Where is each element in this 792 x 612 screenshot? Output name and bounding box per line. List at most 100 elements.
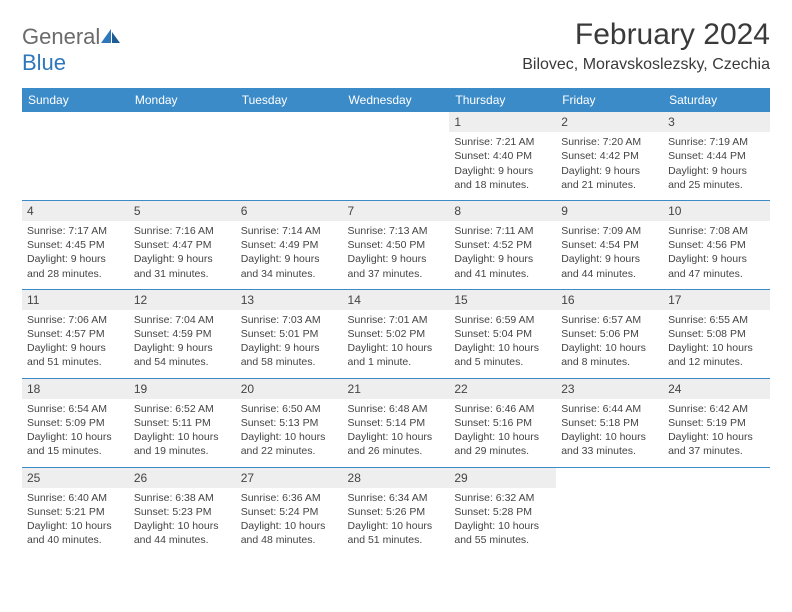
day-info: Sunrise: 6:42 AMSunset: 5:19 PMDaylight:…: [668, 402, 765, 459]
calendar-day: 26 Sunrise: 6:38 AMSunset: 5:23 PMDayligh…: [129, 468, 236, 556]
calendar-day: 16Sunrise: 6:57 AMSunset: 5:06 PMDayligh…: [556, 290, 663, 378]
calendar-day: 5 Sunrise: 7:16 AMSunset: 4:47 PMDaylight…: [129, 201, 236, 289]
day-info: Sunrise: 6:34 AMSunset: 5:26 PMDaylight:…: [348, 491, 445, 548]
day-number: 11: [22, 290, 129, 310]
day-info: Sunrise: 6:40 AMSunset: 5:21 PMDaylight:…: [27, 491, 124, 548]
calendar-day: 20 Sunrise: 6:50 AMSunset: 5:13 PMDayligh…: [236, 379, 343, 467]
day-info: Sunrise: 7:09 AMSunset: 4:54 PMDaylight:…: [561, 224, 658, 281]
calendar-day: 18 Sunrise: 6:54 AMSunset: 5:09 PMDayligh…: [22, 379, 129, 467]
day-number: 10: [663, 201, 770, 221]
day-number: 9: [556, 201, 663, 221]
calendar-day: 27 Sunrise: 6:36 AMSunset: 5:24 PMDayligh…: [236, 468, 343, 556]
day-info: Sunrise: 6:48 AMSunset: 5:14 PMDaylight:…: [348, 402, 445, 459]
weekday-header: Saturday: [663, 88, 770, 112]
calendar-day: 7 Sunrise: 7:13 AMSunset: 4:50 PMDaylight…: [343, 201, 450, 289]
day-info: Sunrise: 7:14 AMSunset: 4:49 PMDaylight:…: [241, 224, 338, 281]
calendar-day: 21 Sunrise: 6:48 AMSunset: 5:14 PMDayligh…: [343, 379, 450, 467]
calendar-day: 14 Sunrise: 7:01 AMSunset: 5:02 PMDayligh…: [343, 290, 450, 378]
weekday-header: Friday: [556, 88, 663, 112]
day-number: 6: [236, 201, 343, 221]
calendar-day: 1Sunrise: 7:21 AMSunset: 4:40 PMDaylight…: [449, 112, 556, 200]
day-number: 27: [236, 468, 343, 488]
calendar-week: 18 Sunrise: 6:54 AMSunset: 5:09 PMDayligh…: [22, 379, 770, 467]
day-number: 1: [449, 112, 556, 132]
day-number: 18: [22, 379, 129, 399]
calendar-day: 25 Sunrise: 6:40 AMSunset: 5:21 PMDayligh…: [22, 468, 129, 556]
day-number: 14: [343, 290, 450, 310]
day-info: Sunrise: 7:08 AMSunset: 4:56 PMDaylight:…: [668, 224, 765, 281]
day-info: Sunrise: 6:46 AMSunset: 5:16 PMDaylight:…: [454, 402, 551, 459]
calendar-day: [556, 468, 663, 556]
day-number: 26: [129, 468, 236, 488]
calendar-table: SundayMondayTuesdayWednesdayThursdayFrid…: [22, 88, 770, 555]
day-number: 13: [236, 290, 343, 310]
day-number: 17: [663, 290, 770, 310]
location: Bilovec, Moravskoslezsky, Czechia: [522, 56, 770, 74]
day-number: 16: [556, 290, 663, 310]
logo-blue: Blue: [22, 50, 66, 75]
day-info: Sunrise: 7:01 AMSunset: 5:02 PMDaylight:…: [348, 313, 445, 370]
day-info: Sunrise: 6:44 AMSunset: 5:18 PMDaylight:…: [561, 402, 658, 459]
day-number: 19: [129, 379, 236, 399]
calendar-week: 11 Sunrise: 7:06 AMSunset: 4:57 PMDayligh…: [22, 290, 770, 378]
day-number: 29: [449, 468, 556, 488]
calendar-day: [236, 112, 343, 200]
day-number: 28: [343, 468, 450, 488]
weekday-header: Tuesday: [236, 88, 343, 112]
day-number: 21: [343, 379, 450, 399]
day-info: Sunrise: 7:11 AMSunset: 4:52 PMDaylight:…: [454, 224, 551, 281]
day-info: Sunrise: 7:06 AMSunset: 4:57 PMDaylight:…: [27, 313, 124, 370]
calendar-week: 4Sunrise: 7:17 AMSunset: 4:45 PMDaylight…: [22, 201, 770, 289]
calendar-day: [663, 468, 770, 556]
calendar-day: 4Sunrise: 7:17 AMSunset: 4:45 PMDaylight…: [22, 201, 129, 289]
weekday-header: Thursday: [449, 88, 556, 112]
day-info: Sunrise: 7:19 AMSunset: 4:44 PMDaylight:…: [668, 135, 765, 192]
day-number: 8: [449, 201, 556, 221]
day-info: Sunrise: 6:36 AMSunset: 5:24 PMDaylight:…: [241, 491, 338, 548]
weekday-header: Monday: [129, 88, 236, 112]
day-info: Sunrise: 7:03 AMSunset: 5:01 PMDaylight:…: [241, 313, 338, 370]
day-number: 24: [663, 379, 770, 399]
calendar-day: 28 Sunrise: 6:34 AMSunset: 5:26 PMDayligh…: [343, 468, 450, 556]
calendar-day: 11 Sunrise: 7:06 AMSunset: 4:57 PMDayligh…: [22, 290, 129, 378]
day-info: Sunrise: 6:54 AMSunset: 5:09 PMDaylight:…: [27, 402, 124, 459]
logo-sail-icon: [100, 28, 122, 44]
calendar-day: 15 Sunrise: 6:59 AMSunset: 5:04 PMDayligh…: [449, 290, 556, 378]
day-info: Sunrise: 6:55 AMSunset: 5:08 PMDaylight:…: [668, 313, 765, 370]
header: General Blue February 2024 Bilovec, Mora…: [22, 18, 770, 76]
day-info: Sunrise: 7:16 AMSunset: 4:47 PMDaylight:…: [134, 224, 231, 281]
day-number: 5: [129, 201, 236, 221]
page-title: February 2024: [522, 18, 770, 52]
day-info: Sunrise: 6:50 AMSunset: 5:13 PMDaylight:…: [241, 402, 338, 459]
weekday-header: Sunday: [22, 88, 129, 112]
day-number: 25: [22, 468, 129, 488]
weekday-header: Wednesday: [343, 88, 450, 112]
day-number: 15: [449, 290, 556, 310]
calendar-day: 8 Sunrise: 7:11 AMSunset: 4:52 PMDaylight…: [449, 201, 556, 289]
day-info: Sunrise: 6:52 AMSunset: 5:11 PMDaylight:…: [134, 402, 231, 459]
day-number: 2: [556, 112, 663, 132]
day-info: Sunrise: 6:59 AMSunset: 5:04 PMDaylight:…: [454, 313, 551, 370]
day-info: Sunrise: 7:04 AMSunset: 4:59 PMDaylight:…: [134, 313, 231, 370]
calendar-day: 24 Sunrise: 6:42 AMSunset: 5:19 PMDayligh…: [663, 379, 770, 467]
day-number: 20: [236, 379, 343, 399]
calendar-day: 3 Sunrise: 7:19 AMSunset: 4:44 PMDaylight…: [663, 112, 770, 200]
calendar-day: 19 Sunrise: 6:52 AMSunset: 5:11 PMDayligh…: [129, 379, 236, 467]
calendar-day: 2 Sunrise: 7:20 AMSunset: 4:42 PMDaylight…: [556, 112, 663, 200]
calendar-day: 6 Sunrise: 7:14 AMSunset: 4:49 PMDaylight…: [236, 201, 343, 289]
day-info: Sunrise: 7:20 AMSunset: 4:42 PMDaylight:…: [561, 135, 658, 192]
calendar-day: [129, 112, 236, 200]
calendar-day: [343, 112, 450, 200]
day-number: 23: [556, 379, 663, 399]
day-info: Sunrise: 7:13 AMSunset: 4:50 PMDaylight:…: [348, 224, 445, 281]
calendar-day: 9 Sunrise: 7:09 AMSunset: 4:54 PMDaylight…: [556, 201, 663, 289]
day-info: Sunrise: 6:38 AMSunset: 5:23 PMDaylight:…: [134, 491, 231, 548]
day-number: 3: [663, 112, 770, 132]
day-number: 4: [22, 201, 129, 221]
day-number: 7: [343, 201, 450, 221]
calendar-day: 10 Sunrise: 7:08 AMSunset: 4:56 PMDayligh…: [663, 201, 770, 289]
logo: General Blue: [22, 24, 122, 76]
day-number: 22: [449, 379, 556, 399]
day-number: 12: [129, 290, 236, 310]
title-block: February 2024 Bilovec, Moravskoslezsky, …: [522, 18, 770, 74]
